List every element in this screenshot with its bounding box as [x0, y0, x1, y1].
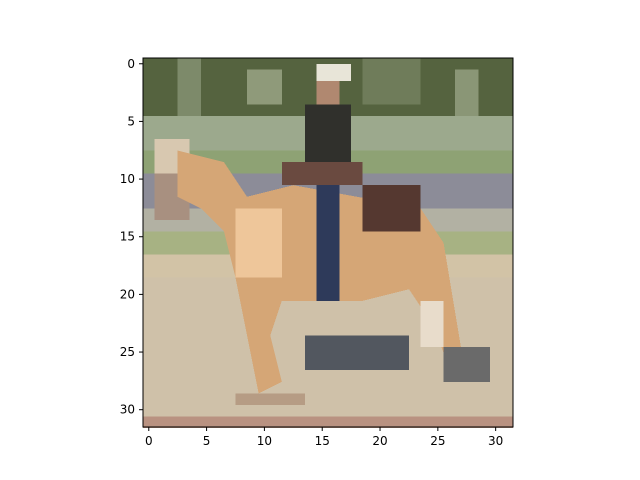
y-tick-label: 15	[120, 230, 135, 244]
y-tick-label: 0	[127, 57, 135, 71]
x-tick-label: 30	[488, 434, 503, 448]
y-tick-label: 30	[120, 403, 135, 417]
x-tick-label: 0	[145, 434, 153, 448]
image	[143, 58, 513, 428]
y-tick-label: 10	[120, 172, 135, 186]
x-tick-label: 20	[372, 434, 387, 448]
y-tick-label: 25	[120, 345, 135, 359]
y-tick-label: 5	[127, 114, 135, 128]
y-tick-label: 20	[120, 287, 135, 301]
x-tick-label: 15	[315, 434, 330, 448]
axes-frame	[142, 57, 514, 428]
x-tick-label: 10	[257, 434, 272, 448]
x-tick-label: 25	[430, 434, 445, 448]
x-tick-label: 5	[203, 434, 211, 448]
